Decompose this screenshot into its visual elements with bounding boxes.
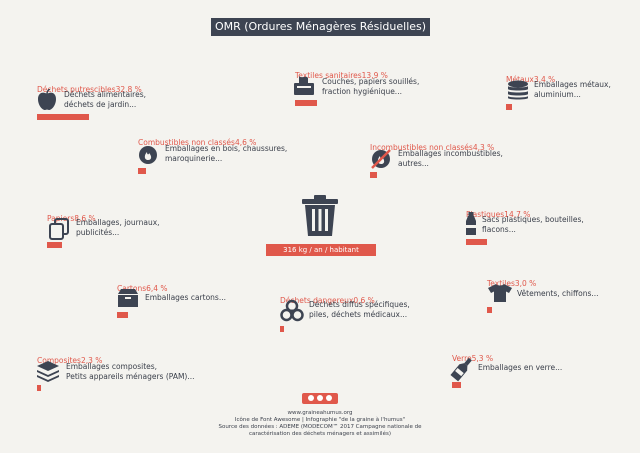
category-header-verre: Verre5,3 % [452, 346, 493, 365]
footer-source-cont: caractérisation des déchets ménagers et … [248, 431, 391, 437]
category-name: Déchets dangereux [280, 296, 354, 305]
category-description-verre: Emballages en verre... [478, 363, 563, 372]
box-icon [118, 289, 138, 307]
category-name: Déchets putrescibles [37, 85, 116, 94]
footer-website: www.graineahumus.org [287, 410, 353, 416]
category-header-textiles: Textiles3,0 % [487, 271, 536, 290]
category-name: Incombustibles non classés [370, 143, 473, 152]
layers-icon [37, 361, 59, 382]
category-bar-textiles [487, 307, 492, 313]
category-header-dangereux: Déchets dangereux0,6 % [280, 288, 375, 307]
category-bar-papiers [47, 242, 62, 248]
category-description-textiles-sanitaires: Couches, papiers souillés, fraction hygié… [322, 77, 420, 96]
category-percent: 13,9 % [361, 71, 388, 80]
category-percent: 6,4 % [146, 284, 168, 293]
category-name: Métaux [506, 75, 534, 84]
license-badge [302, 393, 338, 404]
category-description-papiers: Emballages, journaux, publicités... [76, 218, 160, 237]
category-percent: 2,3 % [80, 356, 103, 365]
category-description-metaux: Emballages métaux, aluminium... [534, 80, 611, 99]
category-bar-composites [37, 385, 41, 391]
category-bar-verre [452, 382, 461, 388]
category-description-combustibles: Emballages en bois, chaussures, maroquine… [165, 144, 288, 163]
category-header-cartons: Cartons6,4 % [117, 276, 168, 295]
category-percent: 4,6 % [234, 138, 257, 147]
category-bar-dangereux [280, 326, 284, 332]
category-bar-textiles-sanitaires [295, 100, 317, 106]
wine-bottle-icon [450, 357, 472, 382]
category-header-incombustibles: Incombustibles non classés4,3 % [370, 135, 494, 154]
footer-credits: Icône de Font Awesome | Infographie "de … [234, 417, 406, 423]
category-percent: 5,3 % [471, 354, 494, 363]
no-fire-icon [371, 149, 391, 169]
category-percent: 3,0 % [514, 279, 537, 288]
category-description-dangereux: Déchets diffus spécifiques, piles, déchet… [309, 300, 410, 319]
category-percent: 0,6 % [353, 296, 375, 305]
category-bar-combustibles [138, 168, 146, 174]
category-name: Verre [452, 354, 472, 363]
category-percent: 4,3 % [472, 143, 495, 152]
tshirt-icon [488, 284, 512, 302]
category-name: Cartons [117, 284, 147, 293]
category-header-composites: Composites2,3 % [37, 348, 102, 367]
page-title: OMR (Ordures Ménagères Résiduelles) [211, 18, 430, 36]
category-header-metaux: Métaux3,4 % [506, 67, 555, 86]
category-bar-cartons [117, 312, 128, 318]
category-header-plastiques: Plastiques14,7 % [466, 202, 530, 221]
category-percent: 8,6 % [74, 214, 96, 223]
footer-source: Source des données : ADEME (MODECOM™ 201… [218, 424, 422, 430]
category-description-putrescibles: Déchets alimentaires, déchets de jardin..… [64, 90, 146, 109]
category-name: Plastiques [466, 210, 505, 219]
category-name: Textiles [487, 279, 515, 288]
category-name: Textiles sanitaires [295, 71, 362, 80]
biohazard-icon [280, 299, 304, 322]
category-description-composites: Emballages composites, Petits appareils m… [66, 362, 195, 381]
trash-icon [302, 195, 338, 236]
category-header-putrescibles: Déchets putrescibles32.8 % [37, 77, 142, 96]
category-name: Composites [37, 356, 81, 365]
category-description-textiles: Vêtements, chiffons... [517, 289, 599, 298]
category-description-cartons: Emballages cartons... [145, 293, 226, 302]
category-bar-putrescibles [37, 114, 89, 120]
bottle-icon [466, 212, 476, 235]
category-percent: 14,7 % [504, 210, 531, 219]
category-percent: 32.8 % [115, 85, 142, 94]
category-description-incombustibles: Emballages incombustibles, autres... [398, 149, 503, 168]
category-header-combustibles: Combustibles non classés4,6 % [138, 130, 256, 149]
category-percent: 3,4 % [533, 75, 556, 84]
category-bar-plastiques [466, 239, 487, 245]
category-name: Combustibles non classés [138, 138, 235, 147]
category-description-plastiques: Sacs plastiques, bouteilles, flacons... [482, 215, 584, 234]
apple-icon [38, 89, 56, 110]
copy-icon [49, 218, 69, 240]
total-per-capita-label: 316 kg / an / habitant [266, 244, 376, 256]
coins-stack-icon [508, 80, 528, 100]
category-header-textiles-sanitaires: Textiles sanitaires13,9 % [295, 63, 388, 82]
category-bar-metaux [506, 104, 512, 110]
tissue-box-icon [294, 76, 314, 95]
category-bar-incombustibles [370, 172, 377, 178]
fire-icon [139, 146, 157, 164]
